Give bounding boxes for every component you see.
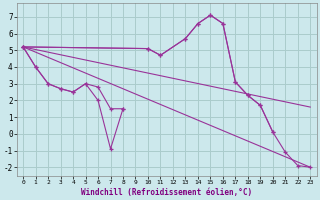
X-axis label: Windchill (Refroidissement éolien,°C): Windchill (Refroidissement éolien,°C) bbox=[81, 188, 252, 197]
